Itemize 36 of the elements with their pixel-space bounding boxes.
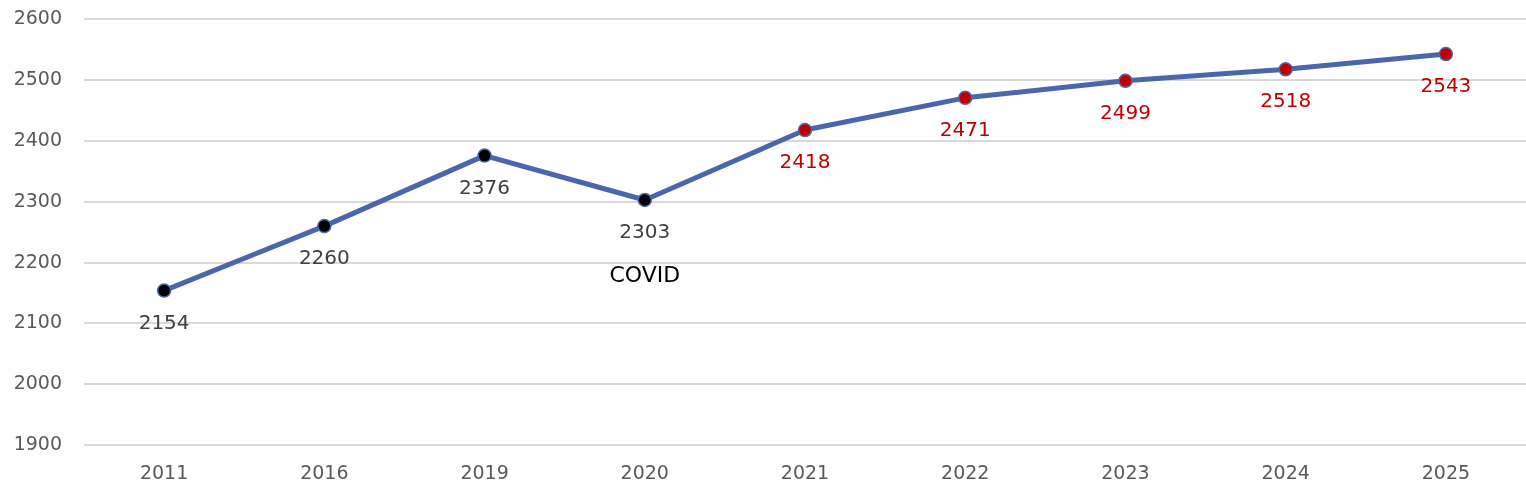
data-label: 2471 bbox=[939, 117, 991, 142]
y-tick-label: 2600 bbox=[13, 6, 62, 29]
x-tick-label: 2011 bbox=[139, 461, 189, 484]
x-tick-label: 2021 bbox=[780, 461, 830, 484]
x-tick-label: 2024 bbox=[1261, 461, 1310, 484]
point bbox=[1278, 62, 1293, 77]
point bbox=[1438, 46, 1454, 62]
x-tick-label: 2022 bbox=[941, 461, 990, 484]
x-tick-label: 2025 bbox=[1421, 461, 1471, 484]
x-tick-label: 2023 bbox=[1101, 461, 1150, 484]
x-tick-label: 2020 bbox=[620, 461, 669, 484]
x-tick-label: 2019 bbox=[460, 461, 509, 484]
data-label: 2518 bbox=[1260, 88, 1312, 113]
data-label: 2260 bbox=[298, 245, 350, 270]
data-label: 2543 bbox=[1420, 73, 1472, 98]
point bbox=[957, 90, 973, 106]
y-tick-label: 1900 bbox=[13, 431, 62, 454]
data-label: 2376 bbox=[459, 174, 511, 199]
y-tick-label: 2200 bbox=[13, 249, 62, 272]
y-tick-label: 2000 bbox=[13, 371, 62, 394]
data-label: 2499 bbox=[1099, 100, 1151, 125]
x-tick-label: 2016 bbox=[300, 461, 349, 484]
data-label: 2303 bbox=[619, 219, 671, 244]
point bbox=[317, 218, 332, 234]
point bbox=[637, 192, 653, 208]
y-tick-label: 2100 bbox=[13, 310, 62, 333]
point bbox=[1118, 73, 1133, 89]
data-label: 2154 bbox=[138, 309, 190, 334]
y-tick-label: 2500 bbox=[13, 67, 62, 90]
point bbox=[156, 283, 172, 298]
point bbox=[797, 122, 813, 138]
y-tick-label: 2400 bbox=[13, 127, 62, 150]
y-tick-label: 2300 bbox=[13, 188, 62, 211]
annotation: COVID bbox=[609, 262, 681, 288]
point bbox=[477, 148, 492, 163]
data-label: 2418 bbox=[779, 149, 831, 174]
